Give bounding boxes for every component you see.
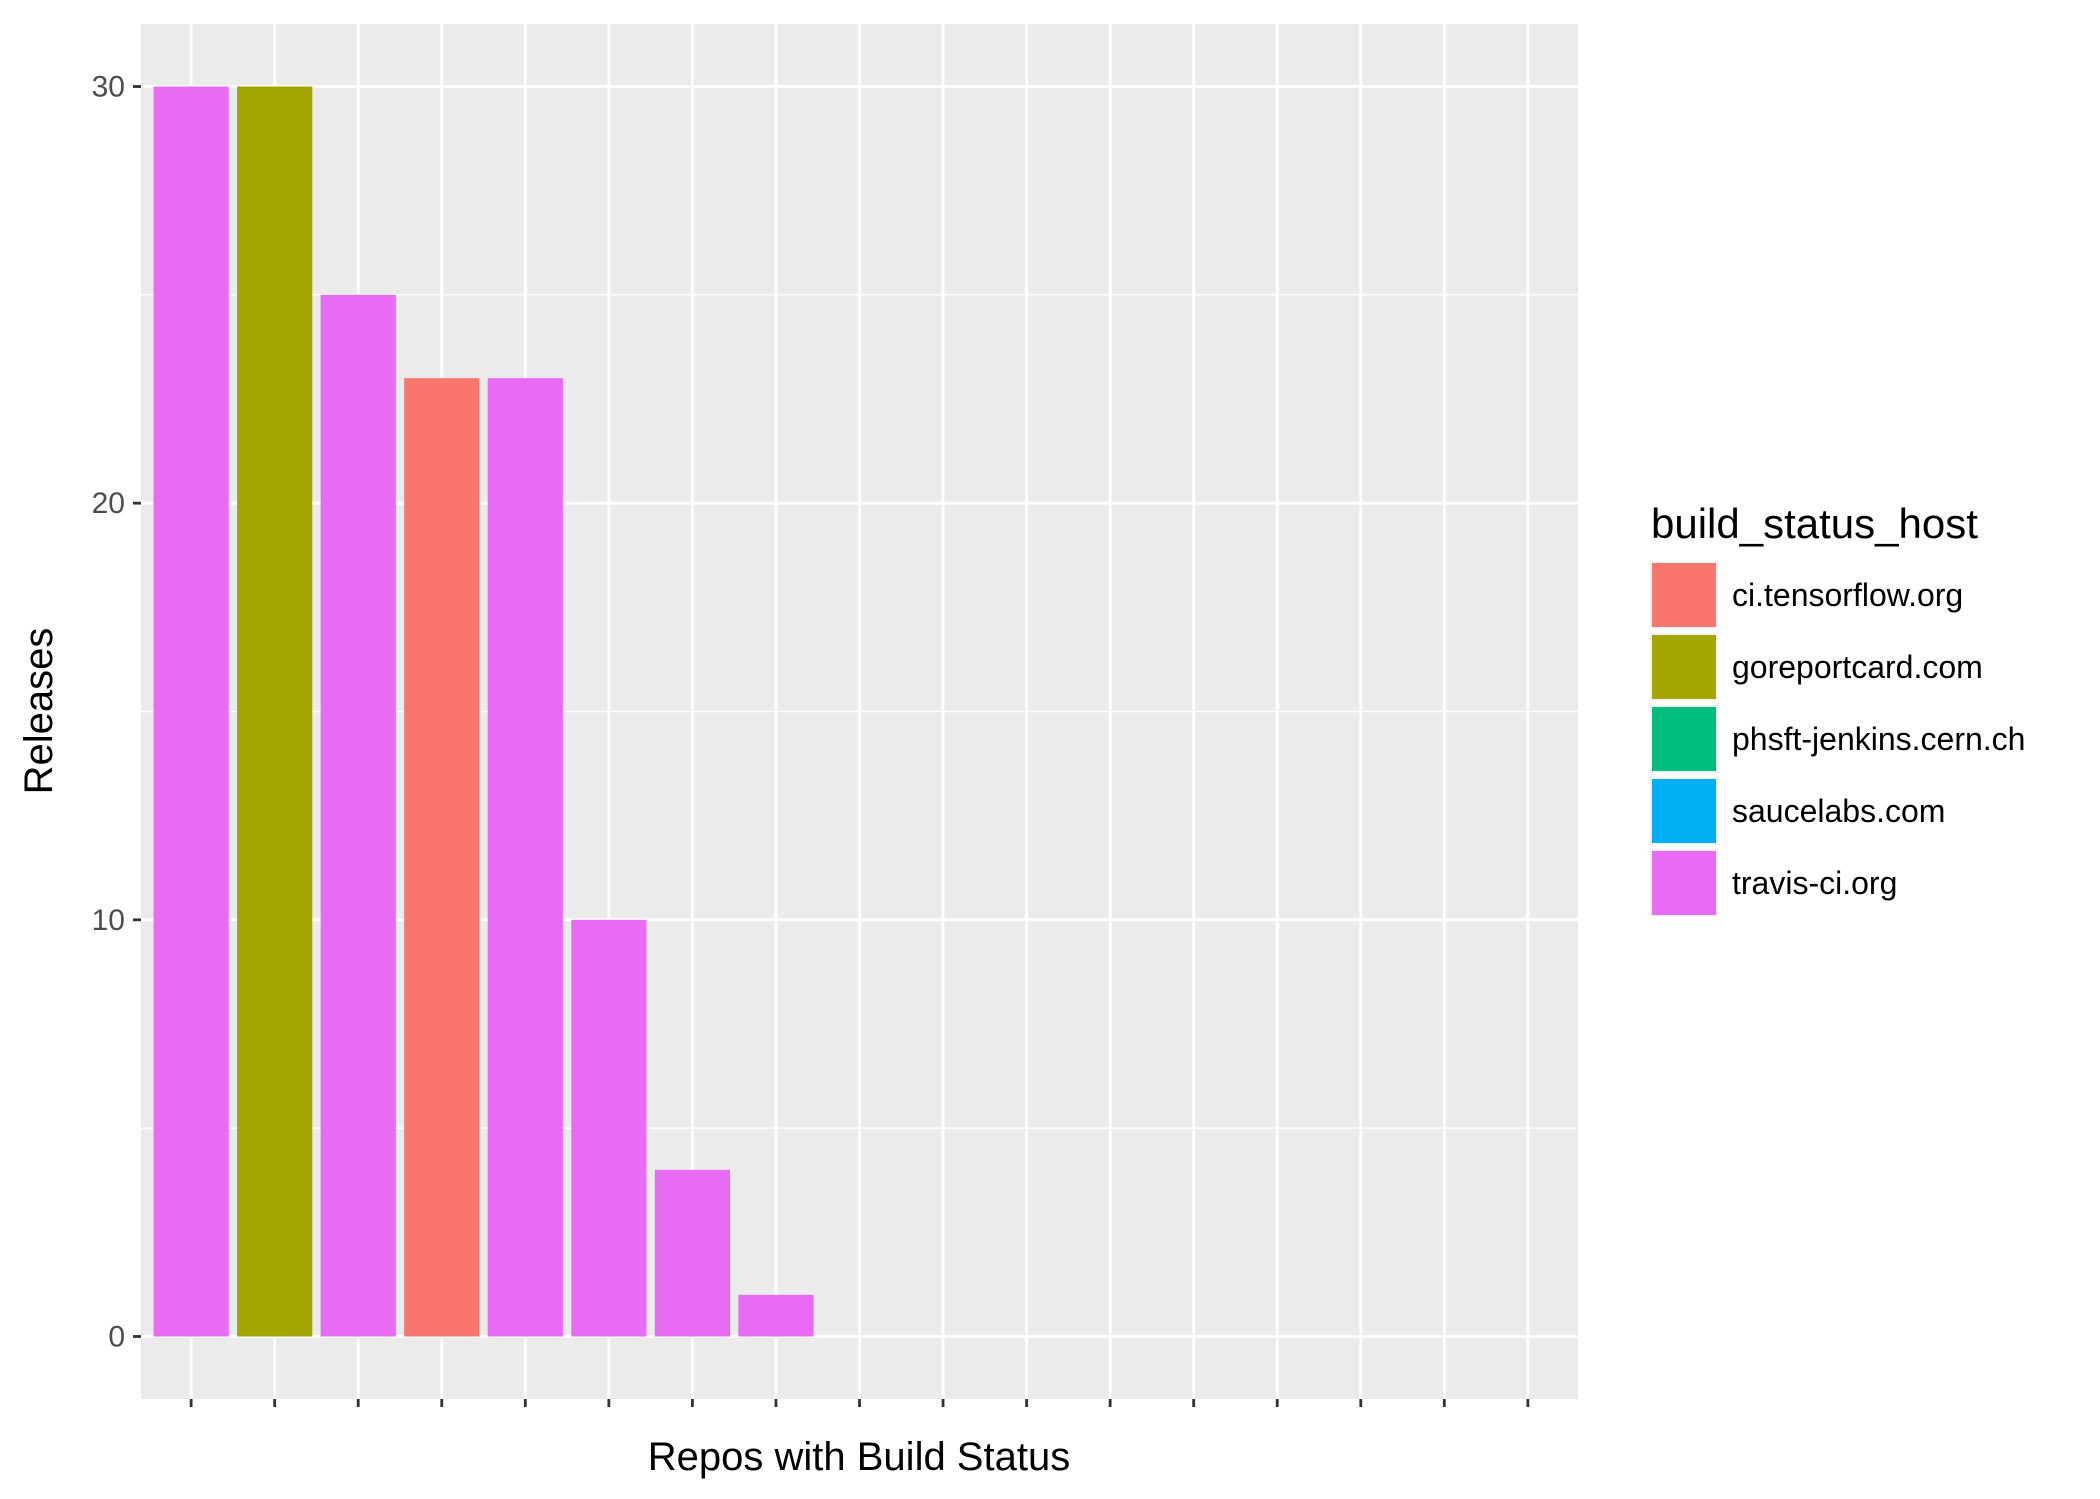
bar	[404, 378, 480, 1337]
x-axis	[189, 1399, 1530, 1407]
legend-label: ci.tensorflow.org	[1732, 577, 1963, 613]
y-tick-label: 10	[92, 904, 125, 937]
legend-title: build_status_host	[1651, 500, 1978, 547]
legend: build_status_host ci.tensorflow.org gorep…	[1650, 500, 2025, 917]
legend-label: travis-ci.org	[1732, 865, 1897, 901]
bar	[654, 1169, 731, 1337]
bar	[487, 378, 563, 1337]
legend-label: goreportcard.com	[1732, 649, 1983, 685]
y-axis-title: Releases	[17, 628, 61, 795]
legend-label: phsft-jenkins.cern.ch	[1732, 721, 2025, 757]
legend-swatch	[1652, 707, 1716, 771]
legend-swatch	[1652, 563, 1716, 627]
bar	[153, 86, 229, 1337]
bar	[320, 294, 396, 1337]
y-tick-label: 0	[108, 1321, 125, 1354]
bar	[571, 919, 647, 1337]
bar	[237, 86, 313, 1337]
bars	[153, 86, 814, 1337]
legend-swatch	[1652, 851, 1716, 915]
legend-swatch	[1652, 635, 1716, 699]
y-tick-label: 30	[92, 71, 125, 104]
legend-swatch	[1652, 779, 1716, 843]
y-tick-label: 20	[92, 487, 125, 520]
x-axis-title: Repos with Build Status	[648, 1435, 1070, 1479]
legend-label: saucelabs.com	[1732, 793, 1945, 829]
bar	[738, 1294, 814, 1337]
y-axis: 0 10 20 30	[92, 71, 141, 1354]
